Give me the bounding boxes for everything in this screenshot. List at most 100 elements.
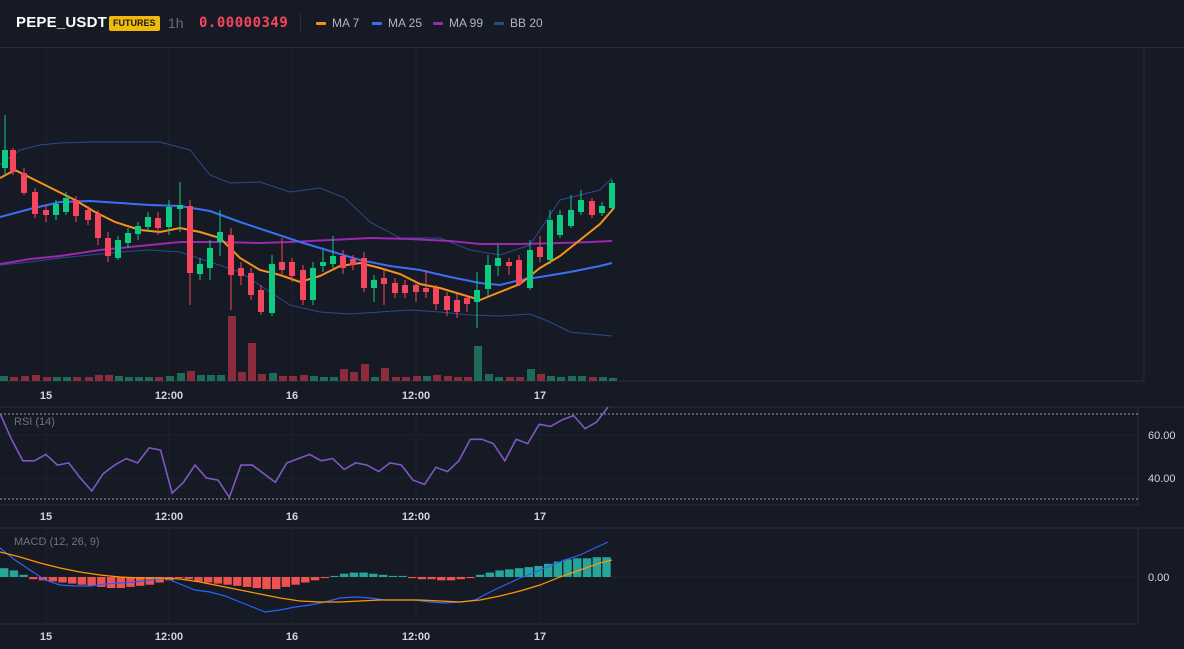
macd-histogram-bar <box>68 577 77 584</box>
x-tick: 16 <box>286 631 298 643</box>
candle[interactable] <box>392 283 398 293</box>
candle[interactable] <box>32 192 38 214</box>
candle[interactable] <box>527 250 533 288</box>
candle[interactable] <box>53 204 59 215</box>
macd-line <box>0 541 609 613</box>
macd-histogram-bar <box>262 577 271 590</box>
legend-ma7-label: MA 7 <box>332 16 360 30</box>
macd-title: MACD (12, 26, 9) <box>14 536 100 548</box>
candle[interactable] <box>115 240 121 258</box>
macd-histogram-bar <box>378 574 388 577</box>
candle[interactable] <box>547 220 553 260</box>
candle[interactable] <box>166 207 172 227</box>
candle[interactable] <box>320 262 326 266</box>
candle[interactable] <box>258 290 264 312</box>
x-tick: 15 <box>40 511 52 523</box>
symbol-name[interactable]: PEPE_USDT <box>16 14 107 31</box>
main-price-pane[interactable]: 15 12:00 16 12:00 17 <box>0 48 1145 402</box>
macd-histogram-bar <box>0 568 9 577</box>
candle[interactable] <box>444 296 450 310</box>
candle[interactable] <box>495 258 501 266</box>
macd-histogram-bar <box>106 577 116 588</box>
bb-upper-line <box>0 141 613 256</box>
macd-histogram-bar <box>223 577 232 585</box>
macd-pane[interactable]: MACD (12, 26, 9) 0.00 15 12:00 16 12:00 … <box>0 527 1184 643</box>
macd-histogram-bar <box>427 577 436 580</box>
candle[interactable] <box>568 210 574 226</box>
candle[interactable] <box>228 235 234 275</box>
candle[interactable] <box>269 264 275 313</box>
candle[interactable] <box>557 215 563 235</box>
candle[interactable] <box>589 201 595 215</box>
candle[interactable] <box>340 256 346 268</box>
candle[interactable] <box>433 288 439 304</box>
macd-histogram-bar <box>155 577 164 583</box>
candle[interactable] <box>599 206 605 213</box>
macd-histogram-bar <box>544 563 553 577</box>
macd-histogram-bar <box>476 574 485 577</box>
candle[interactable] <box>2 150 8 168</box>
candle[interactable] <box>21 173 27 193</box>
candle[interactable] <box>73 200 79 216</box>
main-grid <box>45 48 541 381</box>
candle[interactable] <box>474 290 480 302</box>
macd-histogram-bar <box>320 577 329 579</box>
x-tick: 12:00 <box>155 390 183 402</box>
candle[interactable] <box>609 183 615 208</box>
candle[interactable] <box>578 200 584 212</box>
volume-bars <box>0 316 617 381</box>
candle[interactable] <box>361 258 367 288</box>
candle[interactable] <box>506 262 512 266</box>
macd-histogram-bar <box>58 577 67 583</box>
candle[interactable] <box>413 285 419 292</box>
legend-bb20[interactable]: BB 20 <box>494 16 543 30</box>
legend-ma7[interactable]: MA 7 <box>316 16 359 30</box>
candle[interactable] <box>289 262 295 276</box>
candlesticks[interactable] <box>2 115 615 328</box>
candle[interactable] <box>125 233 131 243</box>
candle[interactable] <box>85 210 91 220</box>
legend-bb20-label: BB 20 <box>510 16 543 30</box>
candle[interactable] <box>95 214 101 238</box>
candle[interactable] <box>330 256 336 264</box>
candle[interactable] <box>248 273 254 295</box>
candle[interactable] <box>300 270 306 300</box>
candle[interactable] <box>155 218 161 228</box>
candle[interactable] <box>63 198 69 212</box>
candle[interactable] <box>423 288 429 292</box>
candle[interactable] <box>464 298 470 304</box>
candle[interactable] <box>350 259 356 265</box>
candle[interactable] <box>310 268 316 300</box>
macd-histogram-bar <box>369 573 378 577</box>
rsi-pane[interactable]: RSI (14) 60.00 40.00 15 12:00 16 12:00 1… <box>0 406 1184 523</box>
candle[interactable] <box>197 264 203 274</box>
candle[interactable] <box>207 248 213 268</box>
candle[interactable] <box>10 150 16 172</box>
candle[interactable] <box>135 226 141 234</box>
candle[interactable] <box>238 268 244 276</box>
candle[interactable] <box>371 280 377 288</box>
candle[interactable] <box>187 206 193 273</box>
candle[interactable] <box>402 285 408 293</box>
interval-selector[interactable]: 1h <box>168 15 184 31</box>
candle[interactable] <box>43 210 49 215</box>
candle[interactable] <box>217 232 223 242</box>
candle[interactable] <box>145 217 151 227</box>
candle[interactable] <box>279 262 285 270</box>
macd-histogram-bar <box>388 575 397 577</box>
legend-ma99[interactable]: MA 99 <box>433 16 483 30</box>
header-divider <box>300 14 301 32</box>
candle[interactable] <box>516 260 522 284</box>
candle[interactable] <box>454 300 460 312</box>
candle[interactable] <box>485 265 491 289</box>
candle[interactable] <box>537 247 543 257</box>
candle[interactable] <box>381 278 387 284</box>
candle[interactable] <box>105 238 111 256</box>
x-tick: 12:00 <box>402 511 430 523</box>
legend-ma25[interactable]: MA 25 <box>372 16 422 30</box>
candle[interactable] <box>177 205 183 209</box>
futures-badge: FUTURES <box>109 16 160 31</box>
rsi-y-label: 40.00 <box>1148 473 1176 485</box>
macd-histogram-bar <box>242 577 252 587</box>
